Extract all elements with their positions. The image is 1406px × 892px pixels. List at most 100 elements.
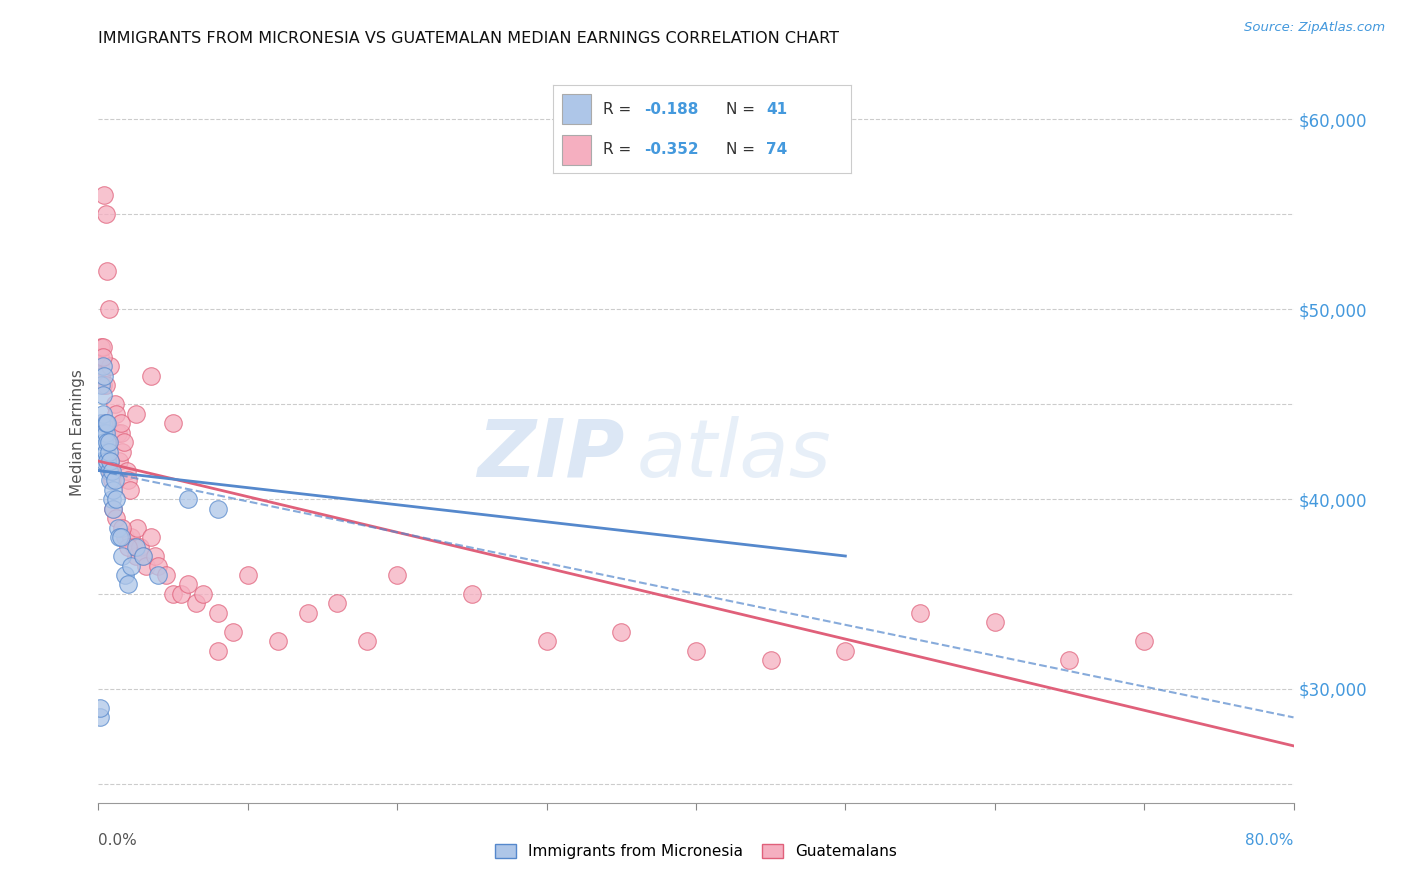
Point <box>685 644 707 658</box>
Point <box>155 568 177 582</box>
Point <box>117 473 139 487</box>
Point <box>101 473 124 487</box>
Point <box>114 530 136 544</box>
Legend: Immigrants from Micronesia, Guatemalans: Immigrants from Micronesia, Guatemalans <box>489 838 903 865</box>
Point <box>91 359 114 374</box>
Point <box>94 416 117 430</box>
Point <box>114 568 136 582</box>
Point <box>112 435 135 450</box>
Point <box>96 435 118 450</box>
Point <box>101 491 124 506</box>
Point <box>94 207 117 221</box>
Text: IMMIGRANTS FROM MICRONESIA VS GUATEMALAN MEDIAN EARNINGS CORRELATION CHART: IMMIGRANTS FROM MICRONESIA VS GUATEMALAN… <box>98 31 839 46</box>
Point <box>94 416 117 430</box>
Point <box>98 454 122 468</box>
Point <box>90 368 112 383</box>
Text: Source: ZipAtlas.com: Source: ZipAtlas.com <box>1244 21 1385 34</box>
Point <box>98 473 122 487</box>
Point <box>125 407 148 421</box>
Point <box>177 577 200 591</box>
Point <box>111 549 134 563</box>
Point <box>98 454 122 468</box>
Point <box>91 425 114 440</box>
Point <box>93 454 115 468</box>
Point <box>90 340 112 354</box>
Point <box>103 501 125 516</box>
Point <box>124 540 146 554</box>
Point <box>105 407 128 421</box>
Point <box>93 435 115 450</box>
Point <box>96 454 118 468</box>
Point <box>118 483 141 497</box>
Point <box>101 464 124 478</box>
Point <box>104 473 127 487</box>
Point <box>93 188 115 202</box>
Point <box>98 464 122 478</box>
Point <box>125 549 148 563</box>
Point <box>1133 634 1156 648</box>
Point <box>461 587 484 601</box>
Point <box>103 501 125 516</box>
Point <box>96 454 118 468</box>
Point <box>104 397 127 411</box>
Point <box>385 568 409 582</box>
Point <box>356 634 378 648</box>
Point <box>132 549 155 563</box>
Point <box>91 378 114 392</box>
Point <box>984 615 1007 630</box>
Point <box>908 606 931 620</box>
Point <box>105 511 128 525</box>
Point <box>536 634 558 648</box>
Point <box>89 350 111 364</box>
Point <box>132 549 155 563</box>
Point <box>177 491 200 506</box>
Point <box>90 416 112 430</box>
Point <box>125 540 148 554</box>
Point <box>110 530 132 544</box>
Point <box>107 425 129 440</box>
Point <box>759 653 782 667</box>
Point <box>110 416 132 430</box>
Point <box>297 606 319 620</box>
Point <box>97 444 120 458</box>
Point <box>97 302 120 317</box>
Point <box>90 378 112 392</box>
Point <box>89 701 111 715</box>
Point <box>127 520 149 534</box>
Point <box>94 425 117 440</box>
Point <box>103 483 125 497</box>
Point <box>834 644 856 658</box>
Point <box>89 710 111 724</box>
Point <box>97 464 120 478</box>
Point <box>91 387 114 401</box>
Point <box>110 425 132 440</box>
Y-axis label: Median Earnings: Median Earnings <box>70 369 86 496</box>
Point <box>91 340 114 354</box>
Point <box>135 558 157 573</box>
Point <box>326 597 349 611</box>
Point <box>236 568 259 582</box>
Point <box>94 444 117 458</box>
Point <box>139 530 162 544</box>
Text: atlas: atlas <box>637 416 831 494</box>
Point <box>107 520 129 534</box>
Point <box>117 577 139 591</box>
Point <box>117 540 139 554</box>
Point <box>207 606 229 620</box>
Point <box>162 416 184 430</box>
Point <box>222 624 245 639</box>
Point <box>89 359 111 374</box>
Point <box>207 501 229 516</box>
Point <box>97 435 120 450</box>
Point <box>191 587 214 601</box>
Point <box>139 368 162 383</box>
Point <box>1059 653 1081 667</box>
Point <box>120 530 142 544</box>
Point <box>207 644 229 658</box>
Point <box>108 454 131 468</box>
Point <box>108 530 131 544</box>
Point <box>96 264 118 278</box>
Point <box>143 549 166 563</box>
Point <box>129 540 152 554</box>
Text: 0.0%: 0.0% <box>98 833 138 848</box>
